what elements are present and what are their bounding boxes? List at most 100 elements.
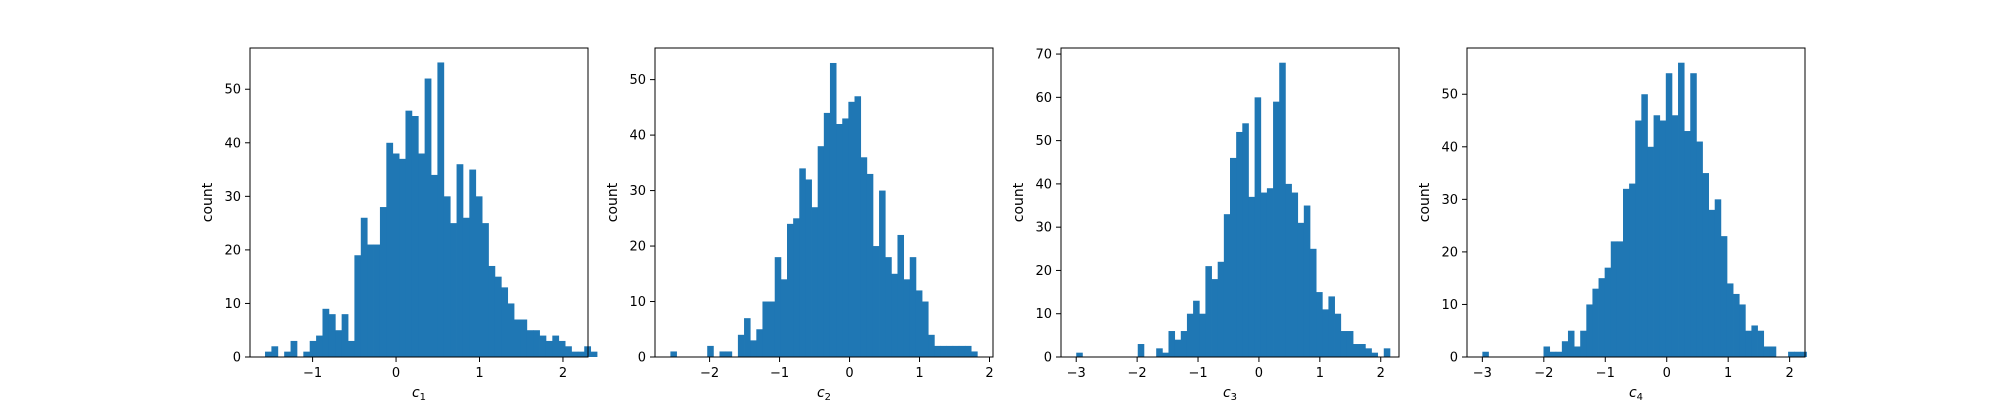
x-tick-label: −1 [1596, 366, 1615, 381]
y-axis-label: count [605, 182, 621, 222]
histogram-bar [475, 196, 483, 357]
histogram-bar [1720, 236, 1728, 357]
histogram-bar [829, 62, 837, 357]
histogram-bar [1156, 348, 1163, 357]
histogram-bar [1076, 352, 1083, 357]
histogram-bar [909, 257, 917, 357]
x-axis-label-subscript: 4 [1637, 392, 1643, 400]
histogram-bar [1586, 304, 1593, 357]
y-tick-label: 40 [629, 129, 646, 144]
histogram-bar [1671, 115, 1679, 358]
histogram-bar [1309, 248, 1317, 357]
histogram-bar [934, 345, 941, 357]
y-tick-label: 40 [224, 136, 241, 151]
y-tick-label: 30 [224, 190, 241, 205]
histogram-bar [817, 146, 825, 357]
histogram-bar [799, 168, 806, 357]
histogram-bar [379, 207, 387, 357]
histogram-bar [946, 345, 954, 357]
y-tick-label: 0 [638, 351, 646, 366]
histogram-bar [418, 153, 426, 357]
histogram-bar [885, 257, 892, 357]
histogram-bar [922, 301, 929, 357]
histogram-bar [842, 118, 849, 357]
histogram-bar [1543, 346, 1551, 357]
y-tick-label: 0 [1450, 351, 1458, 366]
y-tick-label: 10 [1035, 307, 1052, 322]
histogram-bar [1303, 205, 1311, 357]
histogram-bar [1291, 192, 1299, 357]
histogram-bars-3 [1076, 62, 1391, 358]
histogram-bar [456, 164, 464, 357]
histogram-bar [373, 244, 381, 357]
histogram-bar [552, 335, 560, 357]
histogram-bar [328, 314, 336, 357]
x-tick-label: −1 [770, 366, 789, 381]
histogram-bar [1186, 313, 1194, 357]
histogram-bar [793, 218, 800, 357]
histogram-bar [719, 351, 727, 357]
histogram-bar [265, 351, 272, 357]
histogram-bar [271, 346, 279, 357]
histogram-bar [1751, 325, 1758, 357]
histogram-bar [1193, 300, 1200, 357]
y-tick-label: 70 [1035, 48, 1052, 63]
y-tick-label: 10 [1441, 298, 1458, 313]
histogram-bar [354, 255, 362, 357]
histogram-bar [1482, 351, 1489, 357]
histogram-bar [405, 110, 413, 357]
histogram-bar [386, 142, 394, 357]
x-tick-label: −3 [1067, 366, 1086, 381]
histogram-bar [399, 158, 406, 357]
histogram-bar [539, 335, 547, 357]
histogram-bar [1708, 209, 1716, 357]
x-tick-label: 2 [985, 366, 993, 381]
y-tick-label: 30 [1441, 193, 1458, 208]
histogram-bar [1555, 351, 1563, 357]
histogram-bar [1211, 279, 1219, 357]
histogram-bar [1383, 348, 1391, 357]
histogram-bar [1696, 141, 1703, 357]
histogram-bar [1273, 101, 1280, 357]
histogram-bar [1574, 346, 1581, 357]
histogram-bar [811, 207, 819, 357]
histogram-bar [1598, 278, 1606, 357]
histogram-bar [872, 246, 880, 357]
histogram-bar [1647, 146, 1654, 357]
histogram-bar [501, 287, 509, 357]
histogram-bar [514, 319, 521, 357]
histogram-bar [1629, 183, 1636, 357]
histogram-bar [1641, 94, 1648, 358]
y-axis-label: count [1011, 182, 1027, 222]
x-tick-label: 2 [1377, 366, 1385, 381]
histogram-bar [1604, 267, 1612, 357]
x-tick-label: −1 [303, 366, 322, 381]
x-axis-label: c2 [817, 385, 831, 400]
histogram-bar [469, 169, 477, 357]
histogram-bar [1794, 351, 1801, 357]
histogram-bar [488, 265, 496, 357]
histogram-bar [577, 351, 585, 357]
histogram-bar [1714, 199, 1722, 357]
histogram-bar [322, 308, 330, 357]
x-tick-label: −2 [700, 366, 719, 381]
histogram-bar [903, 279, 911, 357]
histogram-bar [1763, 346, 1771, 357]
x-tick-label: 0 [845, 366, 853, 381]
x-tick-label: −3 [1473, 366, 1492, 381]
histogram-bar [1690, 73, 1697, 357]
histogram-bar [1217, 261, 1225, 357]
y-tick-label: 0 [233, 351, 241, 366]
histogram-bar [1199, 313, 1206, 357]
histogram-bar [520, 319, 528, 357]
histogram-bar [1242, 123, 1249, 357]
histogram-bar [526, 330, 534, 357]
y-tick-label: 20 [629, 240, 646, 255]
histogram-bar [1279, 62, 1286, 358]
histogram-bar [774, 257, 782, 357]
